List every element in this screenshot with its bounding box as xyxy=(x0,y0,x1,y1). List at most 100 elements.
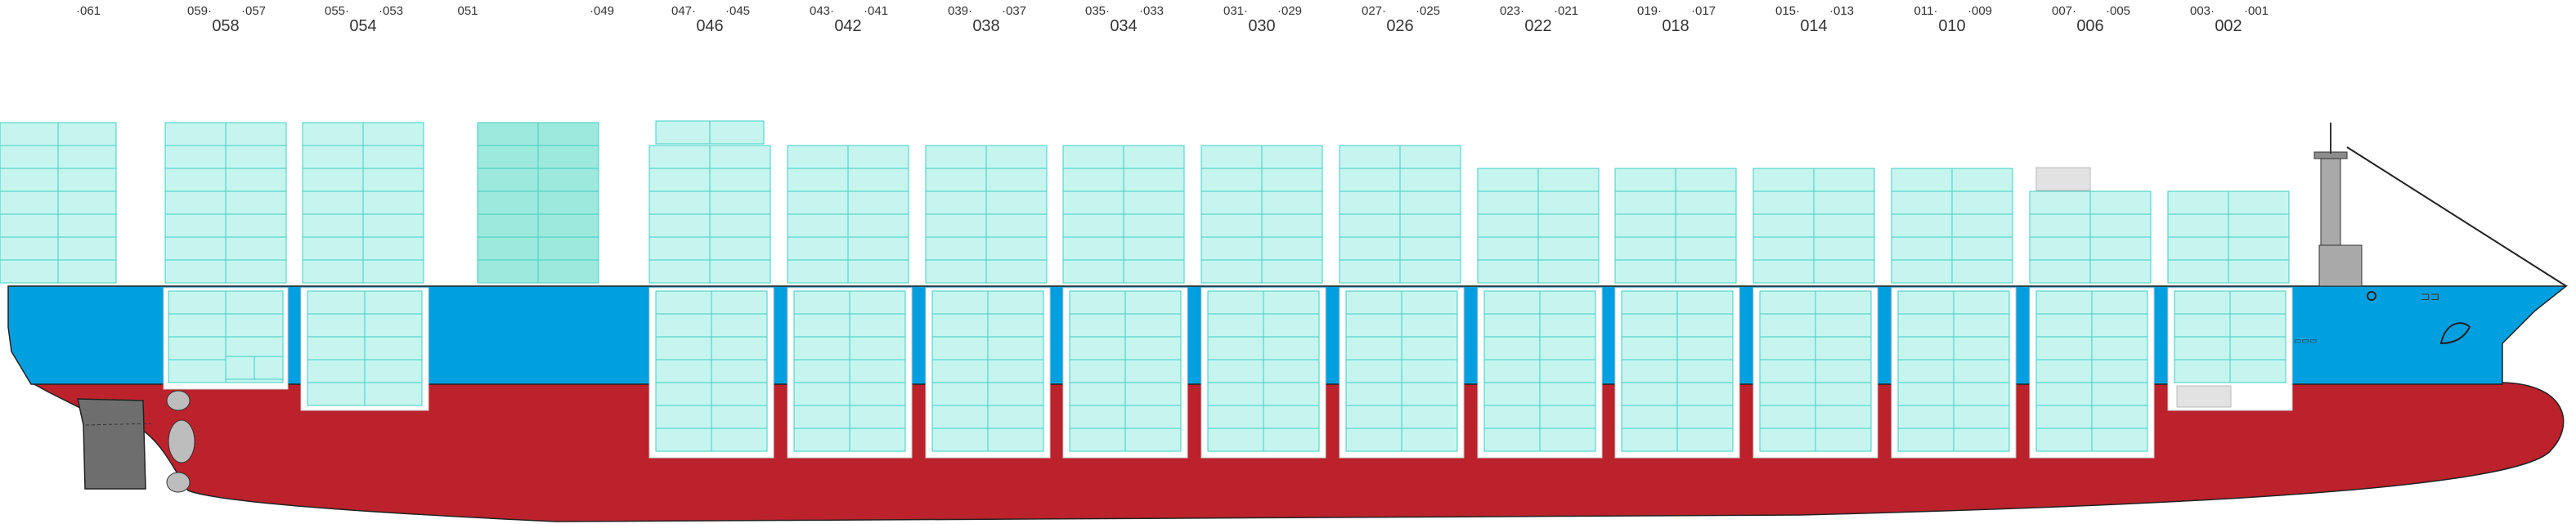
container xyxy=(1062,168,1124,192)
container xyxy=(57,145,117,169)
container xyxy=(655,313,712,338)
container xyxy=(1345,428,1402,452)
container xyxy=(225,313,284,338)
container xyxy=(164,213,227,238)
container xyxy=(925,213,987,238)
container xyxy=(2089,259,2152,284)
deck-stack xyxy=(787,145,909,284)
container xyxy=(1675,190,1737,215)
container xyxy=(1621,290,1678,315)
container xyxy=(2089,236,2152,261)
container xyxy=(925,236,987,261)
container xyxy=(925,168,987,192)
container xyxy=(1813,190,1875,215)
container xyxy=(1483,313,1541,338)
bay-main-label: 034 xyxy=(1110,17,1137,35)
container xyxy=(711,382,768,406)
hold-stack xyxy=(655,290,768,452)
bay-odd-label: 031· xyxy=(1223,4,1248,18)
container xyxy=(987,336,1044,361)
container xyxy=(1621,428,1678,452)
container xyxy=(362,122,424,146)
bay-odd-label: ·025 xyxy=(1416,4,1440,18)
bay-odd-label: 027· xyxy=(1362,4,1386,18)
deck-stack xyxy=(2029,190,2152,284)
container xyxy=(2035,313,2093,338)
container xyxy=(1676,359,1734,383)
deck-stack xyxy=(164,122,287,284)
container xyxy=(655,290,712,315)
container xyxy=(2167,259,2229,284)
container xyxy=(537,190,599,215)
container xyxy=(1401,428,1458,452)
container xyxy=(1483,290,1541,315)
container xyxy=(1953,313,2010,338)
container xyxy=(1123,145,1185,169)
container xyxy=(1069,359,1126,383)
container xyxy=(1124,290,1182,315)
hold-stack xyxy=(307,290,423,406)
container xyxy=(1069,382,1126,406)
container xyxy=(1676,428,1734,452)
container xyxy=(1676,336,1734,361)
container xyxy=(1263,290,1320,315)
container xyxy=(1399,145,1461,169)
hold-stack xyxy=(931,290,1044,452)
container xyxy=(1951,190,2013,215)
container xyxy=(1123,190,1185,215)
container xyxy=(1069,428,1126,452)
container xyxy=(1752,259,1815,284)
container xyxy=(2035,359,2093,383)
container xyxy=(1953,290,2010,315)
container xyxy=(1614,168,1676,192)
container xyxy=(847,213,909,238)
container xyxy=(307,313,366,338)
container xyxy=(477,236,539,261)
container xyxy=(2228,259,2290,284)
container xyxy=(1200,259,1263,284)
container xyxy=(1621,405,1678,429)
container xyxy=(1539,313,1596,338)
deck-stack xyxy=(2167,190,2290,284)
container xyxy=(1951,259,2013,284)
container xyxy=(1676,290,1734,315)
hold-stack xyxy=(1069,290,1182,452)
hold-stack xyxy=(2035,290,2148,452)
container xyxy=(1124,428,1182,452)
container xyxy=(2029,236,2091,261)
bay-odd-label: ·049 xyxy=(590,4,614,18)
container xyxy=(2228,190,2290,215)
deck-stack xyxy=(1477,168,1600,284)
container xyxy=(1752,213,1815,238)
container xyxy=(1069,290,1126,315)
container xyxy=(1759,336,1816,361)
propeller-shaft xyxy=(85,423,152,426)
container xyxy=(1897,290,1954,315)
container xyxy=(57,236,117,261)
container xyxy=(793,313,850,338)
container xyxy=(1676,405,1734,429)
container xyxy=(787,190,849,215)
container xyxy=(1537,259,1600,284)
hold-stack-step xyxy=(225,356,284,380)
bay-odd-label: 015· xyxy=(1775,4,1800,18)
hold-stack xyxy=(1897,290,2010,452)
bay-odd-label: ·029 xyxy=(1277,4,1302,18)
bay-odd-label: 035· xyxy=(1085,4,1110,18)
container xyxy=(1539,428,1596,452)
container xyxy=(849,359,906,383)
container xyxy=(1759,313,1816,338)
container xyxy=(655,428,712,452)
container xyxy=(1951,236,2013,261)
container xyxy=(1345,290,1402,315)
container xyxy=(1539,359,1596,383)
container xyxy=(648,190,711,215)
container xyxy=(1345,359,1402,383)
container xyxy=(931,359,989,383)
container xyxy=(2167,213,2229,238)
container xyxy=(648,236,711,261)
container xyxy=(1614,259,1676,284)
container xyxy=(362,168,424,192)
container xyxy=(1815,336,1872,361)
grey-container xyxy=(2176,385,2232,408)
